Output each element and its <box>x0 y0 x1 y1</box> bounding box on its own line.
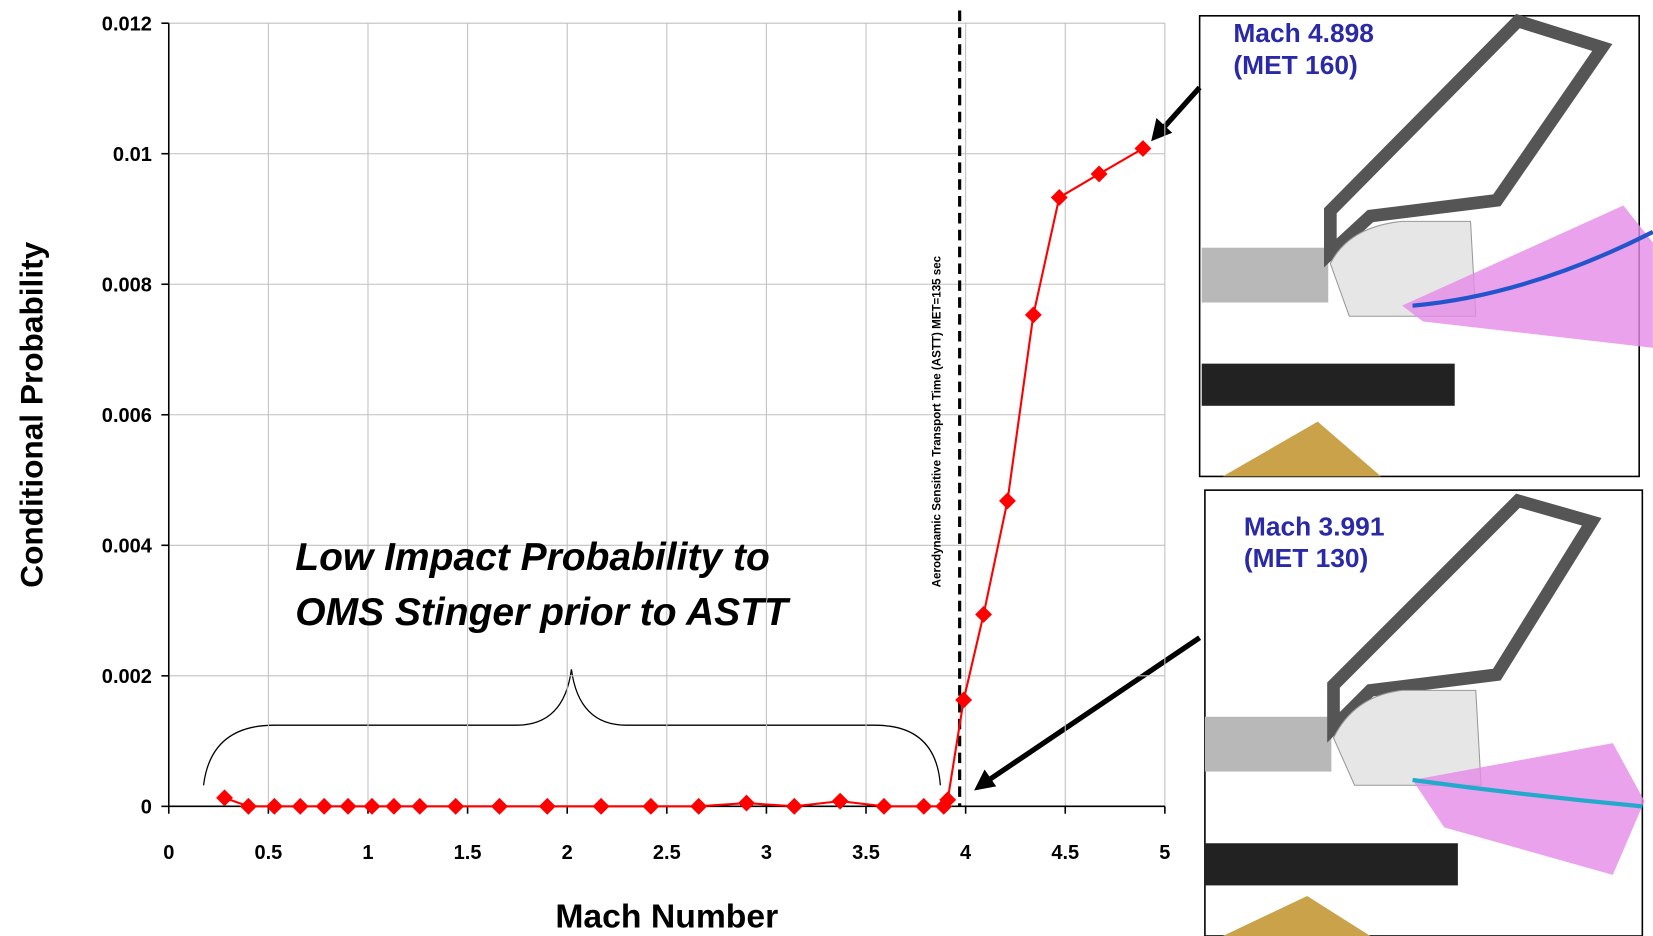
x-tick-label: 5 <box>1159 842 1170 864</box>
data-point <box>975 606 992 623</box>
data-point <box>315 797 333 815</box>
data-point <box>240 797 257 815</box>
plot: 0 0.002 0.004 0.006 0.008 0.01 0.012 0 0.5 1 1.5 2 2… <box>13 10 1385 936</box>
data-point <box>738 794 755 812</box>
x-tick-label: 0 <box>163 842 174 864</box>
annotation: Low Impact Probability to <box>295 536 770 579</box>
data-point <box>955 691 973 709</box>
data-point <box>785 797 803 815</box>
inset-label: (MET 130) <box>1244 543 1368 573</box>
inset-label: Mach 3.991 <box>1244 511 1385 541</box>
data-point <box>538 797 556 815</box>
data-point <box>291 797 309 815</box>
data-point <box>690 797 708 815</box>
inset-label: Mach 4.898 <box>1233 18 1374 48</box>
y-tick-label: 0 <box>141 797 152 819</box>
x-tick-label: 1.5 <box>454 842 482 864</box>
inset-top <box>1198 13 1653 478</box>
x-tick-label: 2.5 <box>653 842 681 864</box>
x-axis-label: Mach Number <box>555 898 778 936</box>
arrows <box>974 85 1202 791</box>
data-point <box>216 789 233 807</box>
brace <box>202 669 941 786</box>
data-point <box>1090 165 1108 183</box>
inset-label: (MET 160) <box>1233 50 1357 80</box>
x-tick-label: 2 <box>562 842 573 864</box>
data-point <box>875 797 893 815</box>
y-tick-label: 0.01 <box>113 144 152 166</box>
y-tick-label: 0.006 <box>102 405 152 427</box>
data-point <box>1024 306 1042 324</box>
x-tick-label: 4 <box>960 842 972 864</box>
data-point <box>363 797 381 815</box>
data-point <box>447 797 465 815</box>
y-axis-label: Conditional Probability <box>13 241 49 587</box>
y-tick-label: 0.012 <box>102 14 152 36</box>
y-tick-label: 0.004 <box>102 536 153 558</box>
inset-bottom <box>1204 489 1645 936</box>
y-tick-label: 0.002 <box>102 666 152 688</box>
astt-label: Aerodynamic Sensitive Transport Time (AS… <box>932 255 944 587</box>
x-tick-label: 1 <box>362 842 373 864</box>
series-line <box>224 147 1144 808</box>
data-point <box>385 797 403 815</box>
x-tick-label: 3 <box>761 842 772 864</box>
x-tick-label: 0.5 <box>254 842 282 864</box>
data-point <box>999 492 1016 510</box>
data-point <box>642 797 660 815</box>
data-point <box>411 797 429 815</box>
annotation: OMS Stinger prior to ASTT <box>295 591 791 634</box>
x-tick-label: 3.5 <box>852 842 880 864</box>
data-point <box>592 797 610 815</box>
y-tick-label: 0.008 <box>102 275 152 297</box>
data-point <box>1134 140 1152 157</box>
data-point <box>915 797 933 815</box>
data-point <box>491 797 508 815</box>
data-point <box>339 797 357 815</box>
x-tick-label: 4.5 <box>1051 842 1079 864</box>
